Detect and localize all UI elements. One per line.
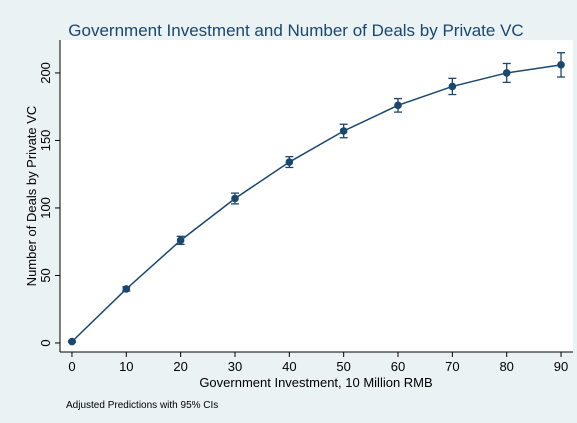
- y-tick-label: 150: [38, 130, 53, 152]
- x-tick-label: 20: [173, 359, 187, 374]
- series-line: [71, 64, 562, 343]
- x-tick-label: 70: [445, 359, 459, 374]
- point: [231, 194, 239, 203]
- x-tick-label: 0: [68, 359, 75, 374]
- point: [339, 127, 348, 135]
- chart-title: Government Investment and Number of Deal…: [68, 21, 523, 40]
- point: [557, 61, 565, 69]
- y-tick-label: 100: [38, 197, 53, 219]
- y-tick-label: 50: [38, 268, 53, 282]
- note: Adjusted Predictions with 95% CIs: [66, 400, 218, 411]
- y-tick-label: 0: [38, 339, 53, 346]
- x-axis-label: Government Investment, 10 Million RMB: [199, 375, 432, 390]
- x-tick-label: 40: [282, 359, 296, 374]
- x-tick-label: 50: [336, 359, 350, 374]
- x-tick-label: 90: [554, 359, 568, 374]
- y-axis-label: Number of Deals by Private VC: [24, 106, 39, 287]
- plot-area: [60, 40, 573, 352]
- x-tick-label: 10: [119, 359, 133, 374]
- point: [122, 285, 131, 293]
- point: [176, 236, 185, 245]
- point: [502, 69, 511, 77]
- x-tick-label: 80: [499, 359, 513, 374]
- x-tick-label: 60: [391, 359, 405, 374]
- point: [448, 82, 457, 91]
- x-tick-label: 30: [228, 359, 242, 374]
- point: [394, 101, 402, 110]
- point: [68, 337, 76, 346]
- point: [285, 158, 294, 166]
- y-tick-label: 200: [38, 62, 53, 84]
